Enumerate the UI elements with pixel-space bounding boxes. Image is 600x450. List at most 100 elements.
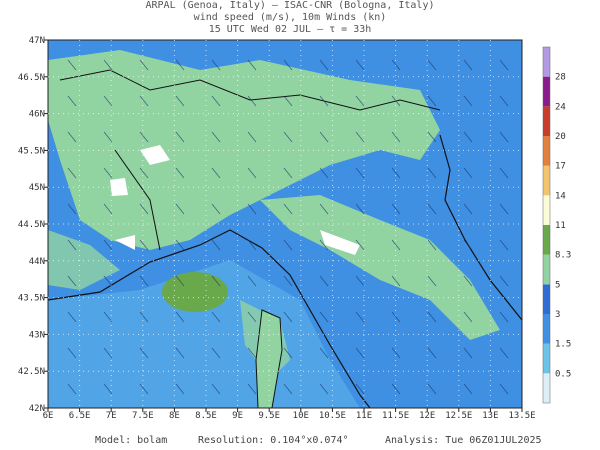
wind-barb [103, 167, 113, 179]
lon-label: 8E [169, 411, 180, 421]
wind-barb [427, 95, 437, 107]
wind-barb [211, 167, 221, 179]
wind-barb [463, 167, 473, 179]
wind-barb [391, 59, 401, 71]
wind-barb [391, 311, 401, 323]
wind-barb [247, 347, 257, 359]
colorbar-segment [543, 136, 550, 166]
wind-barb [211, 239, 221, 251]
colorbar-label: 28 [555, 73, 566, 83]
wind-barb [247, 239, 257, 251]
wind-barb [139, 311, 149, 323]
lon-label: 13E [482, 411, 498, 421]
colorbar-segment [543, 343, 550, 374]
wind-barb [463, 131, 473, 143]
dark-green-blob [162, 272, 228, 312]
wind-barb [139, 59, 149, 71]
wind-barb [103, 347, 113, 359]
wind-barb [67, 383, 77, 395]
wind-barb [139, 239, 149, 251]
lon-label: 8.5E [195, 411, 217, 421]
wind-barb [319, 167, 329, 179]
lat-label: 46N [29, 110, 45, 120]
wind-barb [247, 59, 257, 71]
wind-barb [211, 95, 221, 107]
wind-barb [499, 59, 509, 71]
wind-barb [427, 275, 437, 287]
lon-label: 11E [356, 411, 372, 421]
wind-barb [427, 59, 437, 71]
wind-barb [427, 131, 437, 143]
wind-barb [67, 311, 77, 323]
wind-barb [283, 311, 293, 323]
green-field [48, 230, 120, 290]
lon-label: 9E [232, 411, 243, 421]
colorbar-label: 20 [555, 132, 566, 142]
wind-barb [175, 59, 185, 71]
wind-barb [319, 59, 329, 71]
wind-barb [319, 95, 329, 107]
wind-barb [175, 311, 185, 323]
wind-barb [463, 203, 473, 215]
wind-barb [175, 239, 185, 251]
wind-barb [499, 167, 509, 179]
footer-resolution: Resolution: 0.104°x0.074° [198, 435, 349, 446]
wind-barb [499, 275, 509, 287]
wind-barb [103, 95, 113, 107]
wind-barb [139, 347, 149, 359]
wind-barb [319, 311, 329, 323]
wind-barb [319, 275, 329, 287]
colorbar-label: 17 [555, 162, 566, 172]
wind-barb [211, 347, 221, 359]
wind-barb [499, 203, 509, 215]
colorbar-segment [543, 195, 550, 225]
wind-barb [355, 347, 365, 359]
wind-barb [391, 95, 401, 107]
wind-barb [391, 275, 401, 287]
wind-barb [319, 203, 329, 215]
colorbar-segment [543, 254, 550, 285]
wind-barb [247, 131, 257, 143]
wind-barb [499, 131, 509, 143]
wind-barb [67, 131, 77, 143]
wind-barb [247, 203, 257, 215]
wind-barb [427, 203, 437, 215]
wind-barb [211, 203, 221, 215]
footer-model: Model: bolam [95, 435, 167, 446]
coastline [439, 134, 523, 321]
colorbar-label: 5 [555, 280, 560, 290]
wind-barb [67, 275, 77, 287]
wind-barb [463, 59, 473, 71]
wind-barb [103, 311, 113, 323]
colorbar-frame [542, 46, 551, 404]
wind-barb [247, 275, 257, 287]
wind-barb [463, 383, 473, 395]
lat-label: 44.5N [18, 220, 45, 230]
wind-barb [283, 131, 293, 143]
wind-barb [427, 167, 437, 179]
wind-barb [391, 347, 401, 359]
lon-label: 6.5E [69, 411, 91, 421]
wind-barb [67, 95, 77, 107]
wind-barb [247, 311, 257, 323]
wind-barb [67, 203, 77, 215]
wind-barb [283, 95, 293, 107]
coastline [47, 229, 371, 409]
lat-label: 46.5N [18, 73, 45, 83]
wind-barb [463, 275, 473, 287]
wind-barb [355, 275, 365, 287]
wind-barb [247, 95, 257, 107]
lon-label: 7.5E [132, 411, 154, 421]
green-field [48, 50, 440, 250]
wind-barb [139, 167, 149, 179]
colorbar-segment [543, 225, 550, 255]
colorbar-segment [543, 314, 550, 344]
wind-barb [427, 383, 437, 395]
wind-barb [283, 59, 293, 71]
wind-barb [391, 203, 401, 215]
wind-barb [355, 383, 365, 395]
wind-barb [391, 383, 401, 395]
wind-barb [499, 95, 509, 107]
wind-barb [319, 131, 329, 143]
wind-barb [211, 131, 221, 143]
